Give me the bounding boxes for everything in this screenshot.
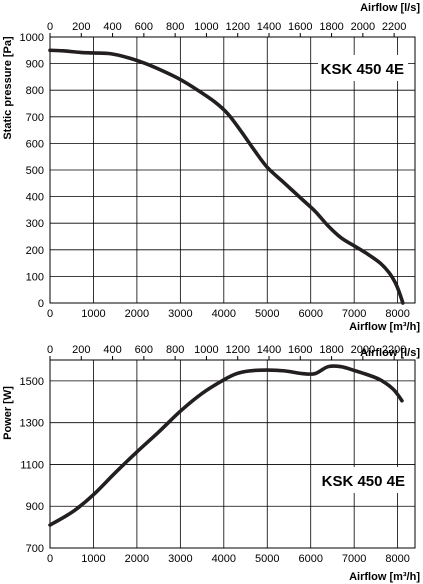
power-x2-tick-label: 800	[166, 344, 184, 356]
power-y-ticks: 700 900 1100 1300 1500	[20, 376, 44, 555]
pressure-y-tick-label: 900	[26, 59, 44, 71]
power-x-tick-label: 8000	[385, 553, 409, 565]
pressure-x2-tick-label: 1800	[319, 21, 343, 33]
pressure-x2-tick-label: 200	[72, 21, 90, 33]
pressure-x-tick-label: 1000	[81, 308, 105, 320]
pressure-model-label-bg	[318, 55, 408, 81]
pressure-chart: 0 1000 2000 3000 4000 5000 6000 7000 8000 0 200 40…	[2, 2, 420, 333]
pressure-y-tick-label: 1000	[20, 32, 44, 44]
power-model-label-bg	[313, 467, 409, 493]
power-y-tick-label: 900	[26, 501, 44, 513]
pressure-x-tick-label: 2000	[125, 308, 149, 320]
pressure-x-tick-label: 4000	[212, 308, 236, 320]
power-curve	[48, 364, 404, 527]
power-x2-tick-label: 600	[135, 344, 153, 356]
pressure-x2-tick-label: 600	[135, 21, 153, 33]
power-x-tick-label: 6000	[298, 553, 322, 565]
power-chart: 0 1000 2000 3000 4000 5000 6000 7000 8000 0 200 40…	[2, 344, 420, 583]
power-x2-tick-label: 2000	[351, 344, 375, 356]
pressure-x-tick-label: 6000	[298, 308, 322, 320]
pressure-x-tick-label: 8000	[385, 308, 409, 320]
pressure-y-tick-label: 400	[26, 192, 44, 204]
power-x-axis-title: Airflow [m³/h]	[349, 571, 420, 583]
power-model-label: KSK 450 4E	[322, 473, 405, 490]
power-x2-ticks: 0 200 400 600 800 1000 1200 1400 1600 1800 2000 220…	[47, 344, 406, 360]
power-y-tick-label: 1500	[20, 376, 44, 388]
pressure-x2-tick-label: 400	[103, 21, 121, 33]
power-x-tick-label: 7000	[342, 553, 366, 565]
pressure-x2-axis-title: Airflow [l/s]	[360, 2, 420, 14]
pressure-x2-tick-label: 0	[47, 21, 53, 33]
power-x-tick-label: 2000	[125, 553, 149, 565]
pressure-x2-tick-label: 800	[166, 21, 184, 33]
pressure-x2-tick-label: 1400	[257, 21, 281, 33]
pressure-x-tick-label: 3000	[168, 308, 192, 320]
pressure-y-tick-label: 200	[26, 245, 44, 257]
power-x2-tick-label: 400	[103, 344, 121, 356]
pressure-plot-frame	[49, 36, 416, 304]
pressure-y-tick-label: 700	[26, 112, 44, 124]
power-x-tick-label: 5000	[255, 553, 279, 565]
power-plot-frame	[49, 359, 416, 549]
power-x-tick-label: 1000	[81, 553, 105, 565]
power-x2-tick-label: 1400	[257, 344, 281, 356]
pressure-x2-tick-label: 1200	[225, 21, 249, 33]
power-y-tick-label: 1300	[20, 418, 44, 430]
pressure-model-label: KSK 450 4E	[321, 61, 404, 78]
pressure-y-axis-title: Static pressure [Pa]	[2, 36, 14, 140]
pressure-y-tick-label: 100	[26, 271, 44, 283]
pressure-x-tick-label: 7000	[342, 308, 366, 320]
power-x2-tick-label: 1800	[319, 344, 343, 356]
power-x-tick-label: 0	[47, 553, 53, 565]
pressure-x-tick-label: 0	[47, 308, 53, 320]
pressure-y-tick-label: 300	[26, 218, 44, 230]
pressure-x2-ticks: 0 200 400 600 800 1000 1200 1400 1600 1800 2000 220…	[47, 21, 406, 37]
power-x-ticks: 0 1000 2000 3000 4000 5000 6000 7000 8000	[47, 553, 410, 565]
power-y-tick-label: 700	[26, 543, 44, 555]
pressure-x2-tick-label: 1000	[194, 21, 218, 33]
pressure-y-tick-label: 0	[38, 298, 44, 310]
pressure-curve	[48, 48, 405, 305]
pressure-x-axis-title: Airflow [m³/h]	[349, 321, 420, 333]
pressure-y-tick-label: 600	[26, 138, 44, 150]
power-y-tick-label: 1100	[20, 459, 44, 471]
power-grid	[49, 360, 415, 549]
pressure-y-ticks: 0 100 200 300 400 500 600 700 800 900 1000	[20, 32, 44, 310]
power-x-tick-label: 4000	[212, 553, 236, 565]
pressure-x2-tick-label: 2000	[351, 21, 375, 33]
pressure-x2-tick-label: 1600	[288, 21, 312, 33]
power-y-axis-title: Power [W]	[2, 386, 14, 440]
power-x2-axis-title: Airflow [l/s]	[360, 347, 420, 359]
power-x2-tick-label: 2200	[382, 344, 406, 356]
pressure-x-ticks: 0 1000 2000 3000 4000 5000 6000 7000 8000	[47, 308, 410, 320]
power-x2-tick-label: 0	[47, 344, 53, 356]
pressure-y-tick-label: 800	[26, 85, 44, 97]
power-x-tick-label: 3000	[168, 553, 192, 565]
power-x2-tick-label: 1200	[225, 344, 249, 356]
pressure-x-tick-label: 5000	[255, 308, 279, 320]
power-x2-tick-label: 200	[72, 344, 90, 356]
power-x2-tick-label: 1600	[288, 344, 312, 356]
pressure-y-tick-label: 500	[26, 165, 44, 177]
power-x2-tick-label: 1000	[194, 344, 218, 356]
pressure-x2-tick-label: 2200	[382, 21, 406, 33]
